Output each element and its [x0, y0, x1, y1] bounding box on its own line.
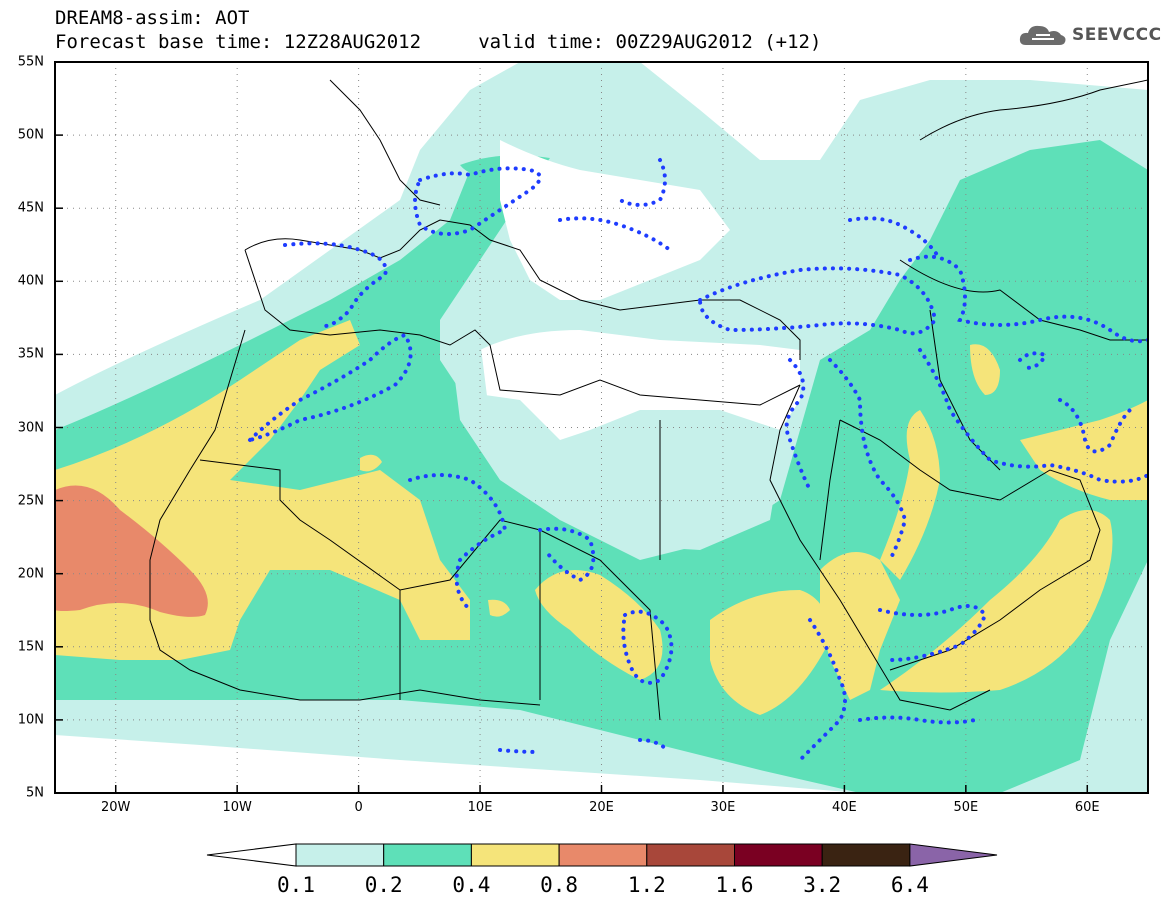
- colorbar-level-label: 0.8: [540, 873, 579, 897]
- colorbar-segment: [646, 843, 735, 867]
- lon-label: 0: [354, 800, 363, 815]
- lat-label: 15N: [17, 639, 44, 655]
- lat-label: 50N: [17, 127, 44, 143]
- colorbar-segment: [295, 843, 385, 867]
- colorbar-level-label: 0.4: [452, 873, 491, 897]
- lon-label: 30E: [710, 800, 736, 815]
- aot-band-0.8: [55, 485, 208, 617]
- coastlines: [149, 79, 1148, 721]
- lat-label: 30N: [17, 420, 44, 435]
- lat-label: 25N: [17, 493, 44, 509]
- lat-label: 35N: [17, 346, 44, 362]
- aot-contour-dotted: [248, 158, 1148, 762]
- colorbar-under-triangle: [206, 843, 297, 867]
- colorbar-over-triangle: [909, 843, 998, 867]
- map-subtitle-times: Forecast base time: 12Z28AUG2012 valid t…: [55, 31, 822, 53]
- colorbar-level-label: 1.6: [715, 873, 754, 897]
- lat-label: 10N: [17, 712, 44, 728]
- colorbar-level-label: 0.2: [364, 873, 403, 897]
- lat-label: 20N: [17, 566, 44, 582]
- map-title: DREAM8-assim: AOT: [55, 7, 250, 29]
- colorbar-segment: [558, 843, 648, 867]
- axis-ticks: [55, 61, 1089, 794]
- colorbar-level-label: 1.2: [627, 873, 666, 897]
- colorbar-segment: [383, 843, 472, 867]
- lat-label: 40N: [17, 273, 44, 289]
- colorbar-segment: [470, 843, 560, 867]
- lon-label: 50E: [953, 800, 979, 815]
- colorbar: [206, 843, 998, 867]
- colorbar-segment: [821, 843, 911, 867]
- lon-label: 10E: [467, 800, 493, 815]
- lat-label: 45N: [17, 200, 44, 216]
- lon-label: 20W: [101, 800, 131, 815]
- colorbar-level-label: 3.2: [803, 873, 842, 897]
- brand-name: SEEVCCC: [1072, 25, 1162, 45]
- lat-label: 5N: [26, 785, 44, 801]
- lat-label: 55N: [17, 54, 44, 70]
- cloud-icon: [1019, 25, 1066, 45]
- colorbar-level-label: 6.4: [890, 873, 929, 897]
- lon-label: 60E: [1074, 800, 1100, 815]
- colorbar-segment: [734, 843, 823, 867]
- colorbar-level-label: 0.1: [277, 873, 315, 897]
- lon-label: 20E: [589, 800, 614, 815]
- lon-label: 10W: [222, 800, 252, 815]
- lon-label: 40E: [831, 800, 857, 815]
- brand-logo: SEEVCCC: [1018, 22, 1162, 48]
